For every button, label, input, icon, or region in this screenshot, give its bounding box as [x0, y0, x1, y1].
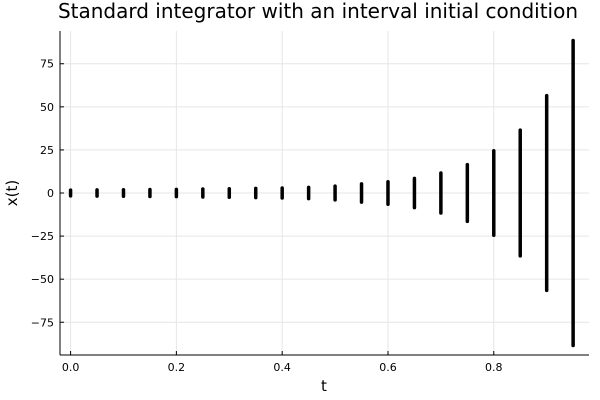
- y-axis-label: x(t): [3, 180, 21, 206]
- tick-labels: 0.0 0.2 0.4 0.6 0.8 75 50 25 0 −25 −50 −75: [31, 58, 503, 374]
- x-tick-label: 0.2: [168, 361, 186, 374]
- x-tick-label: 0.8: [485, 361, 503, 374]
- y-tick-label: −75: [31, 316, 54, 329]
- y-tick-label: 25: [40, 144, 54, 157]
- y-tick-label: 50: [40, 101, 54, 114]
- interval-bars: [68, 38, 575, 348]
- x-tick-label: 0.6: [379, 361, 397, 374]
- chart-title: Standard integrator with an interval ini…: [58, 0, 578, 23]
- x-tick-label: 0.4: [273, 361, 291, 374]
- y-tick-label: 75: [40, 58, 54, 71]
- y-tick-label: 0: [47, 187, 54, 200]
- x-tick-label: 0.0: [62, 361, 80, 374]
- x-axis-label: t: [321, 377, 327, 395]
- grid-lines: [60, 31, 589, 355]
- y-tick-label: −50: [31, 273, 54, 286]
- y-tick-label: −25: [31, 230, 54, 243]
